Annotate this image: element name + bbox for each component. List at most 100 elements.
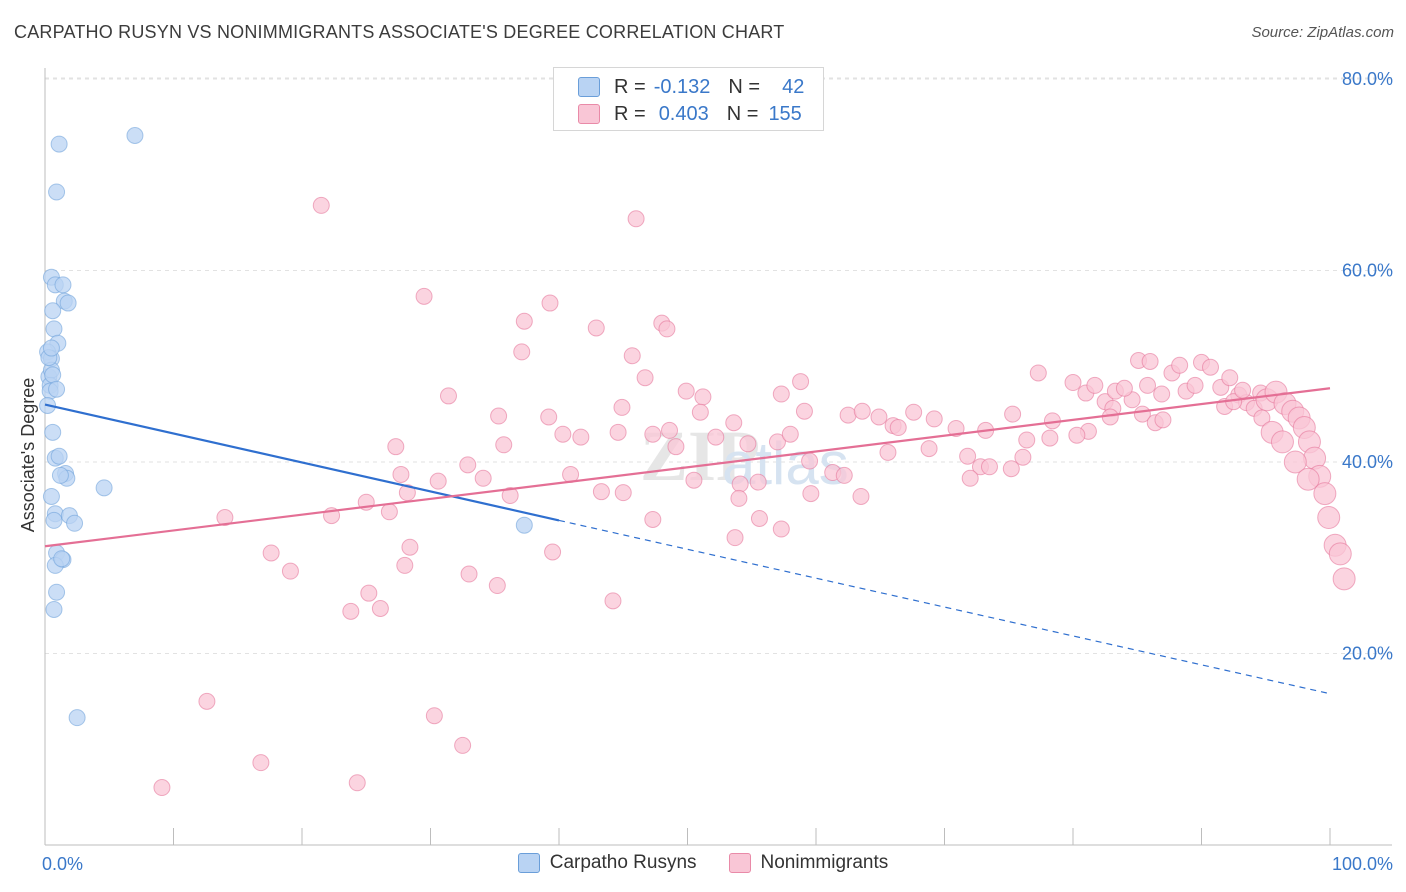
nonimmigrants-point <box>905 403 923 421</box>
nonimmigrants-point <box>429 472 447 490</box>
nonimmigrants-point <box>1153 385 1171 403</box>
carpatho-rusyns-point <box>66 514 84 532</box>
legend-n-value: 155 <box>768 102 802 125</box>
legend-r-value: 0.403 <box>658 102 709 125</box>
carpatho-rusyns-point <box>42 339 60 357</box>
carpatho-rusyns-trend-solid <box>44 403 560 522</box>
nonimmigrants-point <box>592 483 610 501</box>
nonimmigrants-point <box>980 458 998 476</box>
nonimmigrants-point <box>439 387 457 405</box>
nonimmigrants-point <box>587 319 605 337</box>
y-tick-label: 40.0% <box>1342 452 1393 472</box>
nonimmigrants-point <box>889 419 907 437</box>
nonimmigrants-point <box>920 440 938 458</box>
nonimmigrants-point <box>802 485 820 503</box>
nonimmigrants-point <box>685 471 703 489</box>
nonimmigrants-point <box>644 510 662 528</box>
legend-item-carpatho-rusyns: Carpatho Rusyns <box>517 852 697 874</box>
nonimmigrants-point <box>614 484 632 502</box>
source-credit: Source: ZipAtlas.com <box>1251 24 1394 41</box>
nonimmigrants-point <box>801 452 819 470</box>
x-tick-label: 100.0% <box>1332 854 1393 874</box>
legend-swatch-blue <box>517 853 540 873</box>
nonimmigrants-point <box>725 414 743 432</box>
series-legend: Carpatho Rusyns Nonimmigrants <box>0 852 1406 874</box>
nonimmigrants-point <box>1141 352 1159 370</box>
carpatho-rusyns-trend-dashed <box>558 519 1331 695</box>
nonimmigrants-point <box>460 565 478 583</box>
legend-n-label: N = <box>726 102 759 125</box>
nonimmigrants-point <box>739 435 757 453</box>
carpatho-rusyns-point <box>48 583 66 601</box>
nonimmigrants-point <box>1234 381 1252 399</box>
legend-label: Carpatho Rusyns <box>549 852 697 873</box>
carpatho-rusyns-point <box>45 600 63 618</box>
nonimmigrants-point <box>554 425 572 443</box>
carpatho-rusyns-point <box>42 487 60 505</box>
nonimmigrants-point <box>1115 379 1133 397</box>
nonimmigrants-trend <box>44 387 1331 548</box>
nonimmigrants-point <box>768 433 786 451</box>
carpatho-rusyns-point <box>44 366 62 384</box>
legend-item-nonimmigrants: Nonimmigrants <box>728 852 889 874</box>
legend-r-label: R = <box>614 102 646 125</box>
nonimmigrants-point <box>1221 369 1239 387</box>
legend-r-label: R = <box>614 75 646 98</box>
nonimmigrants-point <box>392 465 410 483</box>
nonimmigrants-point <box>1253 409 1271 427</box>
nonimmigrants-point <box>415 287 433 305</box>
nonimmigrants-point <box>1002 460 1020 478</box>
legend-label: Nonimmigrants <box>760 852 889 873</box>
nonimmigrants-point <box>216 509 234 527</box>
carpatho-rusyns-point <box>50 135 68 153</box>
nonimmigrants-point <box>781 425 799 443</box>
nonimmigrants-point <box>731 475 749 493</box>
legend-n-value: 42 <box>782 75 805 98</box>
y-tick-label: 80.0% <box>1342 69 1393 89</box>
nonimmigrants-point <box>1018 431 1036 449</box>
y-tick-label: 60.0% <box>1342 261 1393 281</box>
nonimmigrants-point <box>572 428 590 446</box>
nonimmigrants-point <box>387 438 405 456</box>
nonimmigrants-point <box>961 469 979 487</box>
nonimmigrants-point <box>853 402 871 420</box>
nonimmigrants-point <box>1296 467 1320 491</box>
nonimmigrants-point <box>772 385 790 403</box>
carpatho-rusyns-point <box>54 276 72 294</box>
nonimmigrants-point <box>959 447 977 465</box>
nonimmigrants-point <box>772 520 790 538</box>
nonimmigrants-point <box>262 544 280 562</box>
nonimmigrants-point <box>609 423 627 441</box>
nonimmigrants-point <box>360 584 378 602</box>
nonimmigrants-point <box>879 443 897 461</box>
carpatho-rusyns-point <box>51 466 69 484</box>
nonimmigrants-point <box>425 707 443 725</box>
nonimmigrants-point <box>1186 376 1204 394</box>
nonimmigrants-point <box>691 403 709 421</box>
nonimmigrants-point <box>1328 542 1352 566</box>
carpatho-rusyns-point <box>53 550 71 568</box>
y-axis-label: Associate's Degree <box>18 378 38 533</box>
nonimmigrants-point <box>749 473 767 491</box>
y-tick-label: 20.0% <box>1342 644 1393 664</box>
carpatho-rusyns-point <box>44 302 62 320</box>
nonimmigrants-point <box>1332 567 1356 591</box>
legend-swatch-blue <box>578 77 600 97</box>
carpatho-rusyns-point <box>515 516 533 534</box>
nonimmigrants-point <box>401 538 419 556</box>
nonimmigrants-point <box>658 320 676 338</box>
axes: 20.0% 40.0% 60.0% 80.0% 0.0% 100.0% <box>42 68 1393 874</box>
nonimmigrants-point <box>726 529 744 547</box>
nonimmigrants-point <box>792 373 810 391</box>
gridlines <box>45 77 1392 654</box>
nonimmigrants-point <box>312 196 330 214</box>
nonimmigrants-point <box>1283 450 1307 474</box>
nonimmigrants-point <box>1317 506 1341 530</box>
data-points <box>39 126 1356 797</box>
nonimmigrants-point <box>371 599 389 617</box>
nonimmigrants-point <box>1004 405 1022 423</box>
nonimmigrants-point <box>627 210 645 228</box>
carpatho-rusyns-point <box>45 320 63 338</box>
nonimmigrants-point <box>925 410 943 428</box>
nonimmigrants-point <box>1041 429 1059 447</box>
